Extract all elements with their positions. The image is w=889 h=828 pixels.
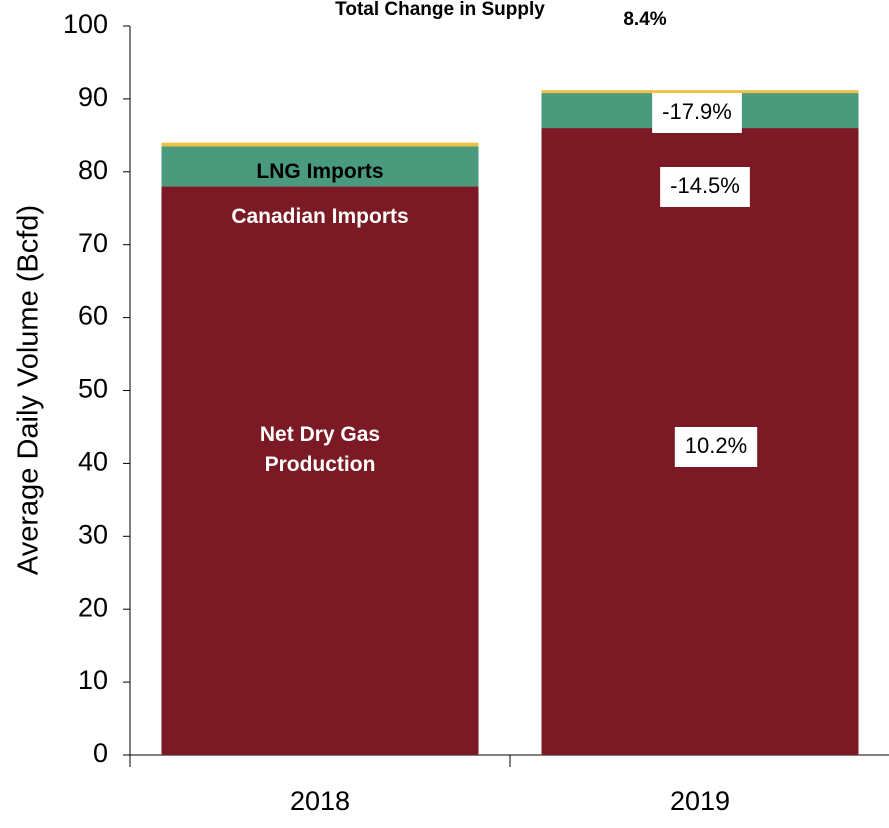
annotation-box: [660, 167, 750, 207]
total-change: 8.4%: [623, 9, 666, 30]
y-tick-label: 30: [78, 519, 108, 549]
y-axis-label: Average Daily Volume (Bcfd): [13, 205, 45, 575]
y-tick-label: 70: [78, 228, 108, 258]
annotation-text: -14.5%: [670, 173, 740, 198]
annotation-text: 10.2%: [685, 433, 747, 458]
segment-label: Net Dry Gas Production: [259, 422, 381, 476]
segment-label-text: LNG Imports: [256, 159, 384, 183]
y-tick-label: 20: [78, 592, 108, 622]
y-tick-label: 100: [63, 9, 108, 39]
y-tick-label: 90: [78, 82, 108, 112]
y-tick-label: 10: [78, 665, 108, 695]
x-tick-label: 2018: [290, 786, 350, 816]
annotation-text: -17.9%: [662, 99, 732, 124]
annotation: -17.9%: [652, 93, 742, 133]
bar-segment: [161, 146, 479, 187]
bar-segment: [161, 186, 479, 755]
x-tick-label: 2019: [670, 786, 730, 816]
y-tick-label: 40: [78, 447, 108, 477]
annotation: 10.2%: [674, 427, 758, 467]
chart-title: Total Change in Supply: [335, 0, 545, 20]
annotation-box: [674, 427, 758, 467]
annotation: -14.5%: [660, 167, 750, 207]
annotation-box: [652, 93, 742, 133]
bar-segment: [161, 142, 479, 147]
segment-label-text: Canadian Imports: [231, 204, 409, 228]
segment-label-text: Net Dry Gas Production: [259, 422, 381, 476]
y-tick-label: 0: [93, 738, 108, 768]
y-tick-label: 60: [78, 301, 108, 331]
segment-label: LNG Imports: [256, 159, 384, 183]
y-tick-label: 50: [78, 374, 108, 404]
y-tick-label: 80: [78, 155, 108, 185]
bar-segment: [541, 90, 859, 94]
segment-label: Canadian Imports: [231, 204, 409, 228]
